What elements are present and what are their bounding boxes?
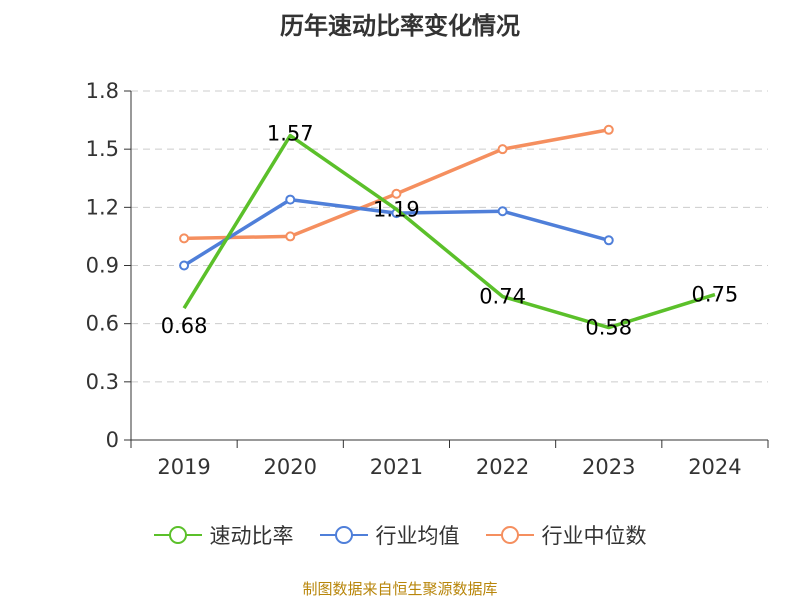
- y-tick-label: 1.2: [86, 195, 119, 219]
- data-point: [285, 194, 296, 205]
- legend: 速动比率 行业均值 行业中位数: [0, 520, 800, 550]
- data-label: 1.19: [373, 197, 420, 221]
- y-tick-label: 0.6: [86, 312, 119, 336]
- data-label: 0.74: [479, 285, 526, 309]
- data-labels: 0.68 1.57 1.19 0.74 0.58 0.75: [161, 122, 739, 340]
- x-tick-label: 2023: [582, 455, 635, 479]
- data-label: 1.57: [267, 122, 314, 146]
- legend-label: 速动比率: [209, 524, 294, 548]
- source-note: 制图数据来自恒生聚源数据库: [302, 580, 498, 598]
- x-tick-label: 2022: [476, 455, 529, 479]
- data-label: 0.58: [585, 316, 632, 340]
- data-point: [497, 144, 508, 155]
- data-point: [603, 235, 614, 246]
- legend-item-series-1[interactable]: 行业均值: [319, 520, 460, 550]
- legend-line-marker-icon: [319, 526, 368, 544]
- data-label: 0.75: [692, 283, 739, 307]
- x-tick-label: 2021: [370, 455, 423, 479]
- legend-item-series-0[interactable]: 速动比率: [153, 520, 294, 550]
- axes: 0 0.3 0.6 0.9 1.2 1.5 1.8 2019 2020 2021 2022 2023 2…: [86, 79, 769, 479]
- y-tick-label: 0.3: [86, 370, 119, 394]
- y-tick-label: 1.5: [86, 137, 119, 161]
- data-label: 0.68: [161, 314, 208, 338]
- data-point: [603, 124, 614, 135]
- data-point: [179, 233, 190, 244]
- legend-label: 行业均值: [375, 524, 460, 548]
- series-line-0: [182, 133, 716, 330]
- y-tick-label: 0.9: [86, 254, 119, 278]
- series-lines: [179, 124, 716, 330]
- legend-label: 行业中位数: [541, 524, 647, 548]
- legend-item-series-2[interactable]: 行业中位数: [485, 520, 647, 550]
- data-point: [391, 188, 402, 199]
- x-tick-label: 2019: [157, 455, 210, 479]
- data-point: [285, 231, 296, 242]
- y-tick-label: 1.8: [86, 79, 119, 103]
- legend-line-marker-icon: [485, 526, 534, 544]
- chart-title: 历年速动比率变化情况: [280, 12, 520, 40]
- data-point: [179, 260, 190, 271]
- legend-line-marker-icon: [153, 526, 202, 544]
- x-tick-label: 2024: [688, 455, 741, 479]
- x-tick-label: 2020: [264, 455, 317, 479]
- grid-lines: [131, 90, 768, 383]
- y-tick-label: 0: [106, 428, 119, 452]
- data-point: [497, 206, 508, 217]
